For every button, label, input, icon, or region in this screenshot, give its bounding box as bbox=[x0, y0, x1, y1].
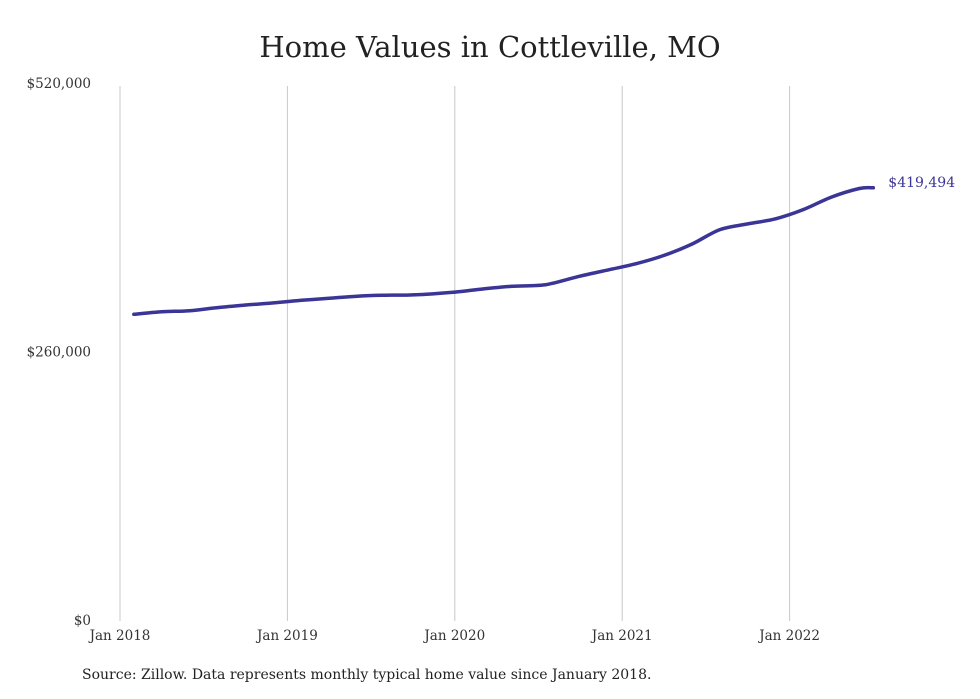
end-value-label: $419,494 bbox=[888, 175, 955, 191]
x-axis-ticks: Jan 2018 Jan 2019 Jan 2020 Jan 2021 Jan 2022 bbox=[88, 628, 820, 644]
chart-title: Home Values in Cottleville, MO bbox=[259, 30, 721, 64]
data-point bbox=[132, 312, 136, 316]
x-tick-label: Jan 2018 bbox=[88, 628, 151, 644]
y-axis-ticks: $0 $260,000 $520,000 bbox=[27, 76, 91, 629]
series-layer: $419,494 bbox=[132, 175, 955, 317]
data-point bbox=[383, 293, 387, 297]
data-point bbox=[857, 186, 861, 191]
x-tick-label: Jan 2022 bbox=[757, 628, 820, 644]
data-point bbox=[327, 296, 331, 300]
data-point bbox=[453, 290, 457, 294]
gridlines bbox=[119, 86, 791, 621]
data-point bbox=[160, 310, 164, 314]
data-point bbox=[411, 293, 415, 297]
y-tick-label: $260,000 bbox=[27, 345, 91, 361]
data-point bbox=[634, 262, 638, 266]
data-point bbox=[550, 281, 555, 285]
data-point bbox=[481, 287, 485, 291]
data-point bbox=[690, 242, 694, 246]
series-line bbox=[132, 185, 876, 317]
data-point bbox=[536, 283, 541, 287]
y-tick-label: $520,000 bbox=[27, 76, 91, 92]
data-point bbox=[355, 294, 359, 298]
data-point bbox=[578, 274, 582, 278]
data-point bbox=[746, 222, 750, 226]
data-point bbox=[188, 309, 192, 313]
y-tick-label: $0 bbox=[74, 613, 91, 629]
data-point bbox=[662, 253, 666, 258]
data-point bbox=[216, 305, 220, 310]
data-point bbox=[271, 301, 276, 305]
data-point bbox=[774, 217, 778, 221]
data-point bbox=[718, 228, 722, 232]
x-tick-label: Jan 2019 bbox=[255, 628, 318, 644]
x-tick-label: Jan 2020 bbox=[422, 628, 485, 644]
data-point bbox=[871, 186, 875, 190]
data-point bbox=[243, 303, 248, 307]
data-point bbox=[801, 207, 806, 212]
data-point bbox=[829, 195, 834, 199]
source-note: Source: Zillow. Data represents monthly … bbox=[82, 667, 652, 683]
data-point bbox=[509, 284, 513, 289]
data-point bbox=[299, 298, 303, 302]
data-point bbox=[606, 268, 610, 272]
x-tick-label: Jan 2021 bbox=[590, 628, 653, 644]
